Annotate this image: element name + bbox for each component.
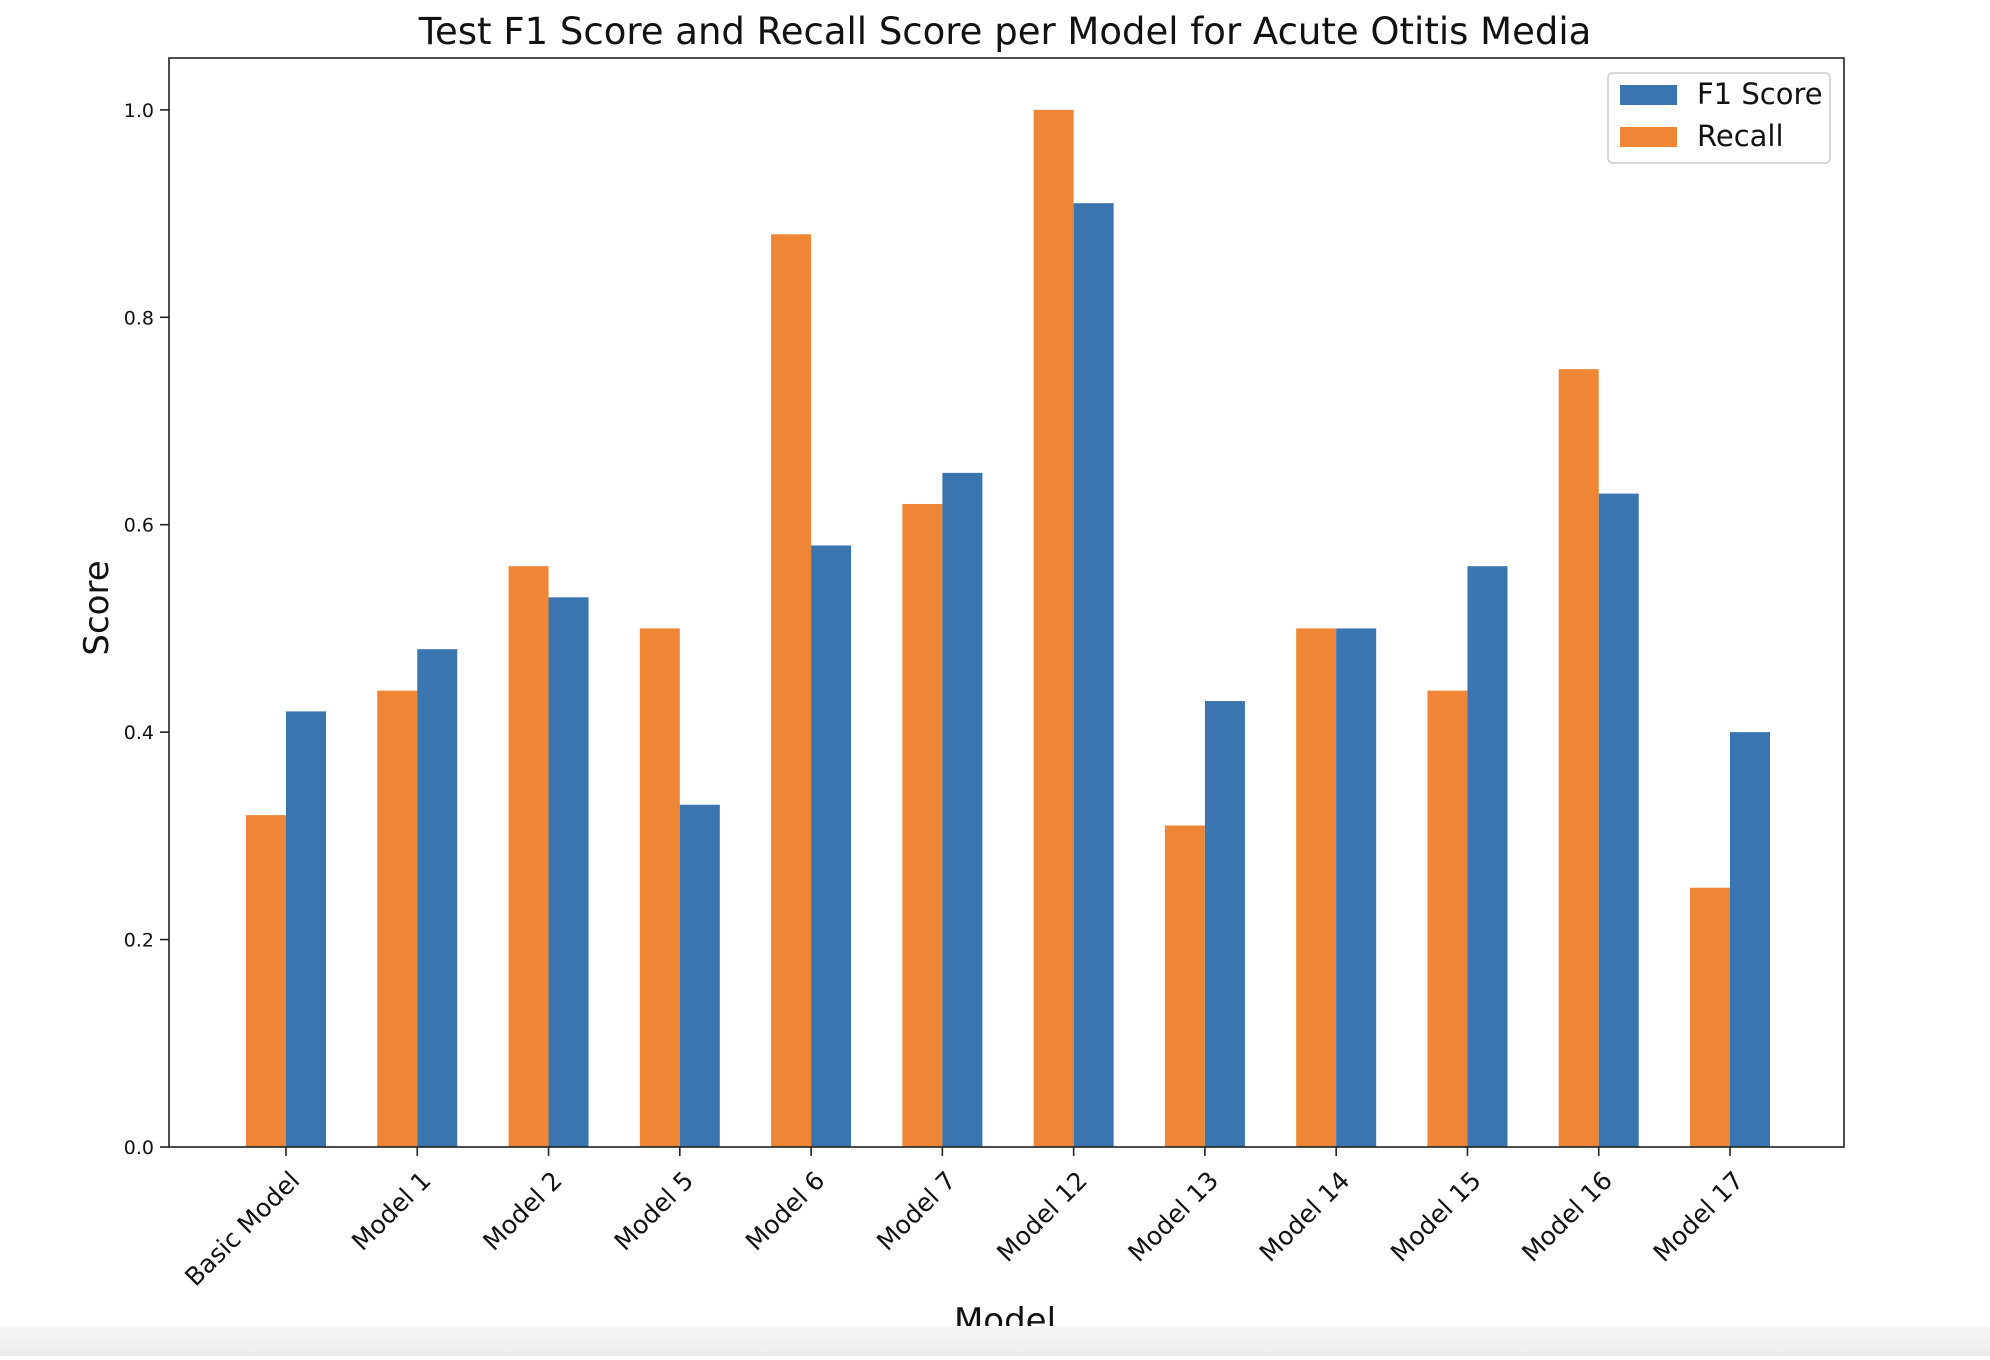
plot-frame — [168, 57, 1845, 1148]
bar-recall-4 — [639, 628, 680, 1147]
bar-f1-score-12 — [1730, 732, 1770, 1147]
y-tick-label: 0.8 — [124, 307, 154, 329]
x-tick-label: Model 12 — [991, 1166, 1093, 1268]
y-axis-label: Score — [77, 560, 117, 655]
legend-swatch-f1-score — [1620, 85, 1677, 105]
x-tick-label: Model 15 — [1385, 1166, 1487, 1268]
bar-f1-score-5 — [811, 545, 852, 1147]
bar-f1-score-1 — [286, 711, 326, 1147]
chart-title: Test F1 Score and Recall Score per Model… — [418, 10, 1592, 53]
y-tick-label: 1.0 — [124, 100, 154, 122]
x-tick-label: Model 6 — [740, 1166, 830, 1256]
bar-f1-score-2 — [417, 649, 458, 1147]
legend-label-f1-score: F1 Score — [1697, 77, 1823, 111]
y-tick-label: 0.0 — [124, 1137, 154, 1159]
x-tick-label: Model 17 — [1648, 1166, 1750, 1268]
y-tick-label: 0.2 — [124, 930, 154, 952]
bar-recall-11 — [1558, 369, 1599, 1147]
x-tick-label: Model 2 — [477, 1166, 567, 1256]
bar-f1-score-7 — [1073, 203, 1114, 1147]
bar-f1-score-11 — [1598, 493, 1639, 1148]
y-tick-label: 0.4 — [124, 722, 154, 744]
bar-f1-score-4 — [679, 804, 720, 1147]
bar-f1-score-8 — [1204, 701, 1245, 1147]
bar-recall-10 — [1427, 690, 1468, 1147]
bar-recall-5 — [771, 234, 812, 1147]
bar-recall-2 — [377, 690, 418, 1147]
x-tick-label: Model 1 — [346, 1166, 436, 1256]
window-bottom-edge — [0, 1326, 1990, 1356]
bar-recall-9 — [1296, 628, 1337, 1147]
x-tick-label: Model 16 — [1516, 1166, 1618, 1268]
y-tick-label: 0.6 — [124, 515, 154, 537]
legend-label-recall: Recall — [1697, 119, 1784, 153]
bar-f1-score-6 — [942, 472, 983, 1147]
bar-recall-6 — [902, 503, 943, 1148]
bar-recall-8 — [1164, 825, 1205, 1147]
x-tick-label: Model 13 — [1122, 1166, 1224, 1268]
x-tick-label: Model 7 — [871, 1166, 961, 1256]
bar-recall-3 — [508, 566, 549, 1147]
bar-recall-1 — [246, 815, 286, 1147]
legend-swatch-recall — [1620, 127, 1677, 147]
bar-recall-12 — [1690, 887, 1730, 1147]
legend[interactable]: F1 Score Recall — [1607, 72, 1831, 164]
bar-f1-score-10 — [1467, 566, 1508, 1147]
x-tick-label: Model 14 — [1254, 1166, 1356, 1268]
bar-f1-score-3 — [548, 597, 589, 1147]
x-tick-label: Model 5 — [609, 1166, 699, 1256]
bar-f1-score-9 — [1336, 628, 1377, 1147]
x-tick-label: Basic Model — [179, 1166, 305, 1292]
bar-recall-7 — [1033, 109, 1074, 1148]
bars-layer — [246, 109, 1770, 1148]
